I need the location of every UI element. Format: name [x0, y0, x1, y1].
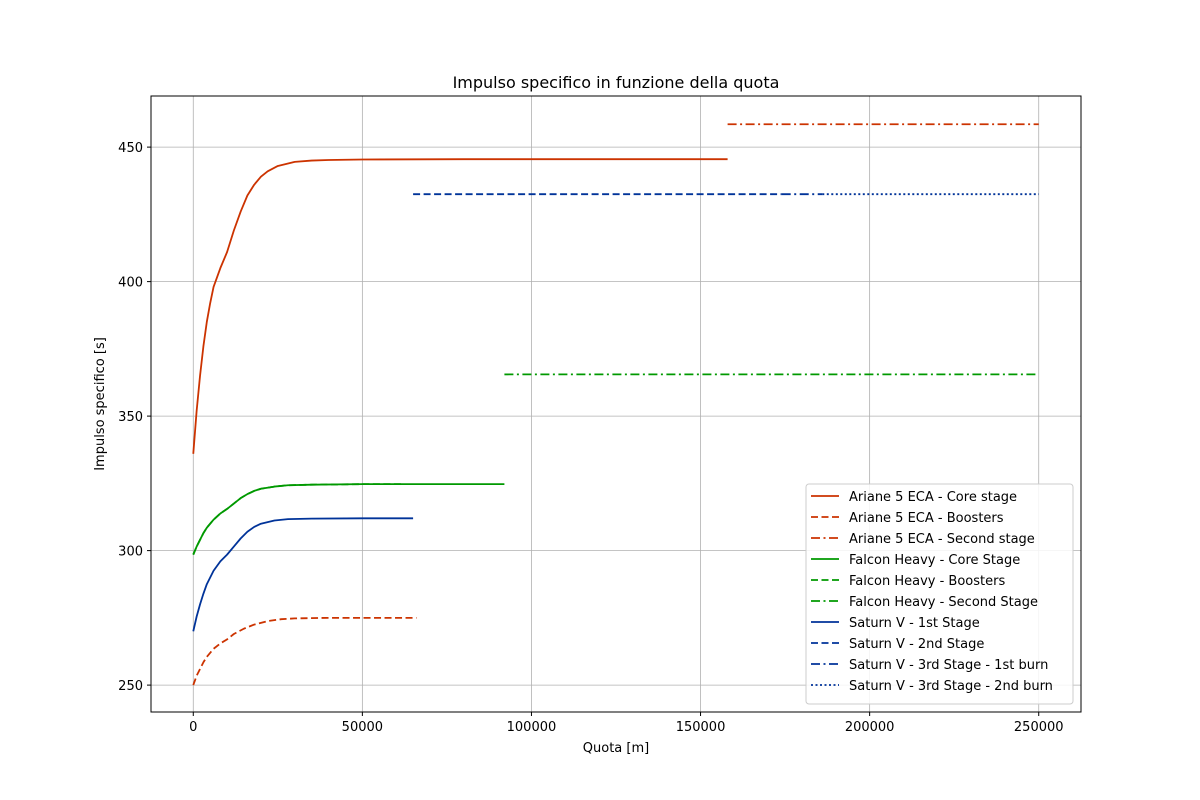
- series-line-5: [192, 483, 403, 555]
- legend-entry-label: Saturn V - 3rd Stage - 2nd burn: [849, 679, 1053, 694]
- x-tick-label: 50000: [342, 720, 383, 735]
- y-tick-label: 350: [118, 410, 143, 425]
- legend-entry-label: Saturn V - 2nd Stage: [849, 637, 984, 652]
- series-lines: [192, 123, 1039, 686]
- x-tick-label: 250000: [1014, 720, 1064, 735]
- x-tick-label: 0: [189, 720, 197, 735]
- legend-entry-label: Ariane 5 ECA - Second stage: [849, 532, 1035, 547]
- legend-entry-label: Saturn V - 3rd Stage - 1st burn: [849, 658, 1048, 673]
- x-axis-label: Quota [m]: [583, 741, 649, 756]
- ticks: 0 50000 100000 150000 200000 250000 250 300 350 4…: [118, 141, 1063, 735]
- grid: [151, 96, 1081, 712]
- series-line-1: [192, 158, 728, 454]
- legend-entry-label: Falcon Heavy - Boosters: [849, 574, 1005, 589]
- series-line-2: [192, 616, 417, 686]
- x-tick-label: 150000: [676, 720, 726, 735]
- y-tick-label: 300: [118, 545, 143, 560]
- legend-box: [805, 483, 1074, 705]
- y-tick-label: 450: [118, 141, 143, 156]
- y-tick-label: 400: [118, 276, 143, 291]
- legend-entry-label: Saturn V - 1st Stage: [849, 616, 980, 631]
- legend-entry-label: Falcon Heavy - Second Stage: [849, 595, 1038, 610]
- plot-frame: [150, 95, 1082, 713]
- y-tick-label: 250: [118, 679, 143, 694]
- legend: Ariane 5 ECA - Core stage Ariane 5 ECA - …: [805, 483, 1074, 705]
- legend-entry-label: Falcon Heavy - Core Stage: [849, 553, 1020, 568]
- series-line-7: [192, 517, 414, 632]
- chart-title: Impulso specifico in funzione della quot…: [453, 73, 780, 92]
- series-line-4: [192, 483, 505, 555]
- legend-entry-label: Ariane 5 ECA - Core stage: [849, 490, 1017, 505]
- x-tick-label: 200000: [845, 720, 895, 735]
- x-tick-label: 100000: [507, 720, 557, 735]
- y-axis-label: Impulso specifico [s]: [93, 337, 108, 471]
- legend-entry-label: Ariane 5 ECA - Boosters: [849, 511, 1004, 526]
